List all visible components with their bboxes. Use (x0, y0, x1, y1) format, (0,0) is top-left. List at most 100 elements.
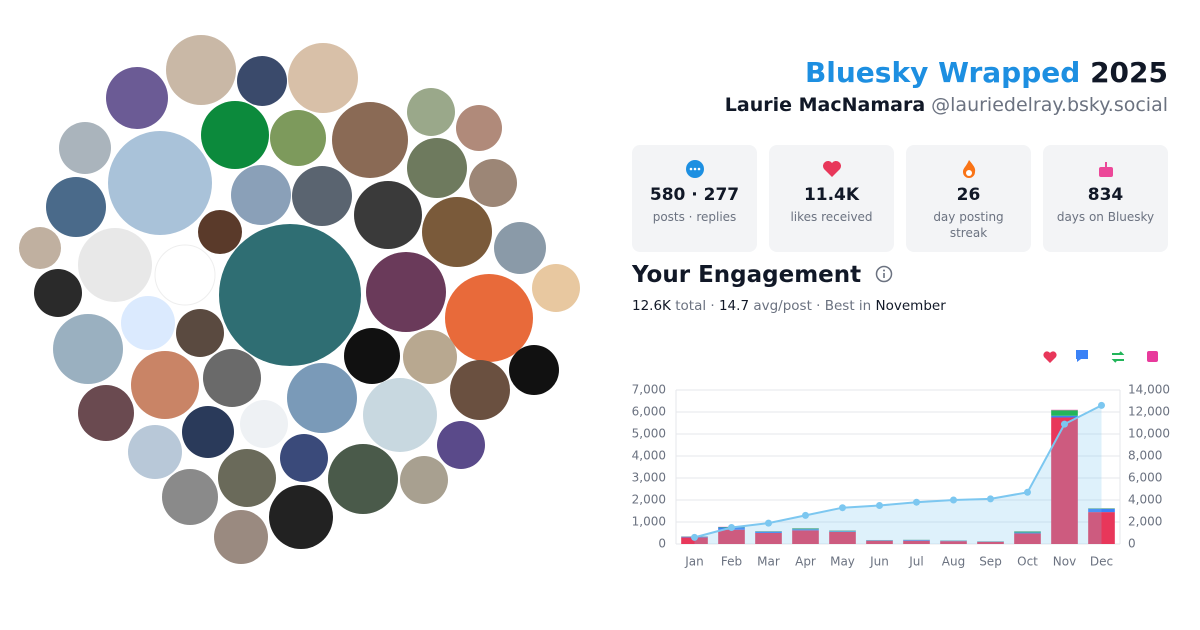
bar (1014, 531, 1041, 533)
y2-tick-label: 8,000 (1128, 449, 1162, 463)
brand: Bluesky Wrapped (804, 56, 1081, 89)
x-tick-label: Oct (1017, 555, 1038, 569)
y-tick-label: 7,000 (632, 383, 666, 397)
stat-value: 834 (1087, 185, 1124, 205)
summary-best: November (875, 298, 946, 314)
y2-tick-label: 4,000 (1128, 493, 1162, 507)
stat-card: 834 days on Bluesky (1043, 145, 1168, 252)
line (694, 404, 1102, 539)
icon (962, 160, 975, 178)
bar (792, 529, 819, 531)
stat-card: 26 day posting streak (906, 145, 1031, 252)
section-title: Your Engagement (632, 262, 893, 288)
summary-avg: 14.7 (718, 298, 750, 314)
user-name: Laurie MacNamara (724, 94, 926, 116)
y2-tick-label: 10,000 (1128, 427, 1170, 441)
legend-icon[interactable] (1147, 351, 1158, 362)
legend-icon[interactable] (1076, 350, 1088, 362)
line-point (1098, 401, 1105, 409)
bar (829, 531, 856, 532)
bar (792, 528, 819, 530)
x-tick-label: Jul (908, 555, 923, 569)
legend-icon[interactable] (1111, 351, 1125, 363)
icon (822, 161, 841, 177)
bar (1088, 512, 1115, 544)
bar (1088, 508, 1115, 513)
section-title-text: Your Engagement (632, 262, 862, 288)
y2-tick-label: 6,000 (1128, 471, 1162, 485)
summary-text: avg/post · Best in (753, 298, 872, 314)
bar (940, 541, 967, 544)
stat-label: likes received (790, 210, 873, 224)
summary: 12.6K total · 14.7 avg/post · Best in No… (632, 298, 946, 314)
line-point (765, 519, 772, 527)
bar (718, 529, 745, 544)
stat-card: 580 · 277 posts · replies (632, 145, 757, 252)
stat-value: 11.4K (803, 185, 860, 205)
stat-card: 11.4K likes received (769, 145, 894, 252)
bar (903, 540, 930, 541)
line-point (691, 533, 698, 541)
user: Laurie MacNamara @lauriedelray.bsky.socia… (725, 94, 1168, 116)
legend (1043, 350, 1158, 363)
y-tick-label: 0 (658, 537, 666, 551)
bar (1051, 415, 1078, 418)
x-tick-label: Sep (979, 555, 1002, 569)
bar (829, 531, 856, 544)
x-tick-label: May (830, 555, 855, 569)
bar (1014, 533, 1041, 544)
title: Bluesky Wrapped 2025 (805, 56, 1168, 89)
line-point (950, 496, 957, 504)
line-point (876, 502, 883, 509)
y-tick-label: 3,000 (632, 471, 666, 485)
line-point (1061, 420, 1068, 428)
bar (829, 530, 856, 532)
y-tick-label: 5,000 (632, 427, 666, 441)
user-handle: @lauriedelray.bsky.social (931, 94, 1168, 116)
x-tick-label: Feb (721, 555, 742, 569)
stat-value: 26 (956, 185, 981, 205)
y2-tick-label: 0 (1128, 537, 1136, 551)
x-tick-label: Dec (1090, 555, 1113, 569)
bar (755, 531, 782, 533)
summary-text: total · (675, 298, 715, 314)
x-tick-label: Apr (795, 555, 816, 569)
icon (685, 160, 704, 178)
info-icon[interactable] (875, 265, 893, 283)
bar (1014, 532, 1041, 534)
avatar-cloud (19, 35, 580, 564)
line-point (1024, 488, 1031, 496)
bar (903, 540, 930, 544)
stat-label: days on Bluesky (1056, 210, 1155, 224)
line-point (728, 524, 735, 531)
stat-label: posts · replies (652, 210, 737, 224)
bar (1051, 410, 1078, 416)
line-point (839, 504, 846, 512)
x-tick-label: Mar (757, 555, 780, 569)
y-tick-label: 2,000 (632, 493, 666, 507)
x-tick-label: Aug (942, 555, 965, 569)
line-area (694, 405, 1102, 544)
line-point (987, 495, 994, 503)
y2-tick-label: 14,000 (1128, 383, 1170, 397)
x-tick-label: Nov (1053, 555, 1076, 569)
y2-tick-label: 2,000 (1128, 515, 1162, 529)
y-tick-label: 1,000 (632, 515, 666, 529)
year: 2025 (1090, 56, 1168, 89)
stat-label: day posting streak (933, 210, 1004, 240)
line-point (802, 511, 809, 519)
bar (755, 533, 782, 544)
bar (977, 541, 1004, 544)
icon (1098, 162, 1113, 177)
x-tick-label: Jan (684, 555, 704, 569)
y2-tick-label: 12,000 (1128, 405, 1170, 419)
stat-value: 580 · 277 (649, 185, 740, 205)
legend-icon[interactable] (1043, 351, 1057, 363)
y-tick-label: 4,000 (632, 449, 666, 463)
line-point (913, 498, 920, 506)
x-tick-label: Jun (869, 555, 889, 569)
bar (866, 540, 893, 544)
y-tick-label: 6,000 (632, 405, 666, 419)
